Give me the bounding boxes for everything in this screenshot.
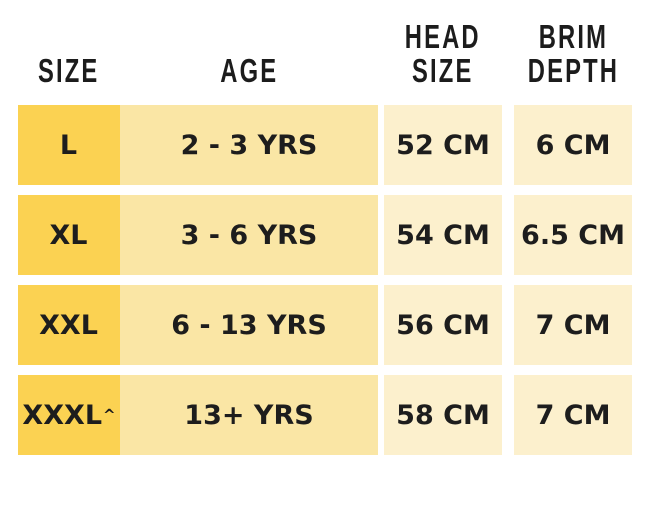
table-row-xl: XL 3 - 6 YRS 54 CM 6.5 CM xyxy=(18,195,632,275)
column-header-brim-depth: BRIM DEPTH xyxy=(514,20,632,88)
size-cell: XXXL ^ xyxy=(18,375,120,455)
size-value: XXXL xyxy=(22,399,103,431)
brim-depth-cell: 7 CM xyxy=(514,285,632,365)
column-header-age-label: AGE xyxy=(220,52,278,89)
age-cell: 3 - 6 YRS xyxy=(120,195,378,275)
age-cell: 2 - 3 YRS xyxy=(120,105,378,185)
table-row-xxxl: XXXL ^ 13+ YRS 58 CM 7 CM xyxy=(18,375,632,455)
head-size-cell: 58 CM xyxy=(384,375,502,455)
table-row-l: L 2 - 3 YRS 52 CM 6 CM xyxy=(18,105,632,185)
size-cell: XL xyxy=(18,195,120,275)
column-header-head-size: HEAD SIZE xyxy=(384,20,502,88)
age-cell: 13+ YRS xyxy=(120,375,378,455)
brim-depth-cell: 6 CM xyxy=(514,105,632,185)
head-size-cell: 56 CM xyxy=(384,285,502,365)
size-cell: XXL xyxy=(18,285,120,365)
brim-depth-cell: 7 CM xyxy=(514,375,632,455)
size-cell: L xyxy=(18,105,120,185)
size-value: XL xyxy=(49,219,88,251)
column-header-size: SIZE xyxy=(18,54,120,88)
size-value: L xyxy=(59,129,78,161)
table-header-row: SIZE AGE HEAD SIZE BRIM DEPTH xyxy=(18,0,632,88)
column-header-age: AGE xyxy=(120,54,378,88)
size-value: XXL xyxy=(39,309,98,341)
table-row-xxl: XXL 6 - 13 YRS 56 CM 7 CM xyxy=(18,285,632,365)
brim-depth-cell: 6.5 CM xyxy=(514,195,632,275)
size-chart-table: SIZE AGE HEAD SIZE BRIM DEPTH L 2 - 3 YR… xyxy=(18,0,632,465)
column-header-head-size-label: HEAD SIZE xyxy=(405,18,481,89)
head-size-cell: 54 CM xyxy=(384,195,502,275)
column-header-size-label: SIZE xyxy=(38,52,100,89)
age-cell: 6 - 13 YRS xyxy=(120,285,378,365)
column-header-brim-depth-label: BRIM DEPTH xyxy=(527,18,619,89)
head-size-cell: 52 CM xyxy=(384,105,502,185)
